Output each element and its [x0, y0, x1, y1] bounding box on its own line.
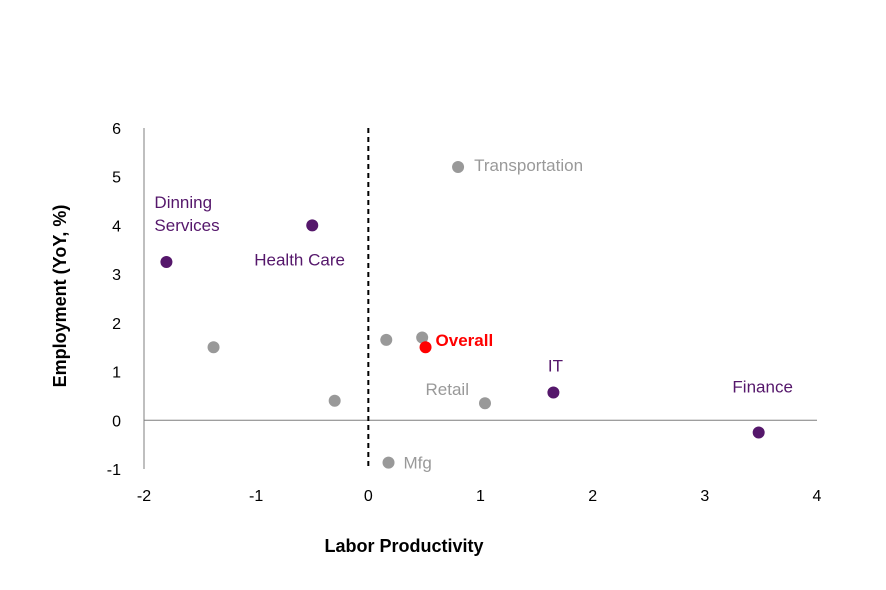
data-point	[382, 456, 395, 469]
x-tick-label: 4	[813, 488, 822, 505]
y-tick-label: 0	[112, 413, 121, 430]
point-labels: Transportation Health Care Dinning Services…	[154, 156, 792, 473]
data-point	[419, 341, 432, 354]
y-tick-label: 5	[112, 170, 121, 187]
data-point	[207, 341, 220, 354]
data-points	[160, 160, 765, 469]
x-tick-label: 1	[476, 488, 485, 505]
point-label: Health Care	[254, 250, 345, 269]
y-tick-label: 1	[112, 365, 121, 382]
data-point	[416, 331, 429, 344]
x-tick-label: 0	[364, 488, 373, 505]
point-label: Mfg	[404, 454, 432, 473]
data-point	[328, 394, 341, 407]
y-axis-title: Employment (YoY, %)	[50, 205, 70, 388]
data-point	[306, 219, 319, 232]
x-tick-label: -2	[137, 488, 151, 505]
x-tick-label: 3	[700, 488, 709, 505]
axes: -2 -1 0 1 2 3 4 6 5 4 3 2 1 0 -1	[107, 121, 822, 505]
y-tick-label: 2	[112, 316, 121, 333]
data-point	[380, 333, 393, 346]
x-tick-label: 2	[588, 488, 597, 505]
data-point	[547, 386, 560, 399]
y-tick-label: -1	[107, 462, 121, 479]
data-point	[478, 397, 491, 410]
point-label: Transportation	[474, 156, 583, 175]
point-label-line: Services	[154, 216, 219, 235]
y-tick-label: 6	[112, 121, 121, 138]
point-label: IT	[548, 357, 563, 376]
data-point	[160, 255, 173, 268]
data-point	[752, 426, 765, 439]
x-tick-label: -1	[249, 488, 263, 505]
point-label: Overall	[436, 331, 494, 350]
point-label: Retail	[426, 380, 469, 399]
point-label-line: Dinning	[154, 193, 212, 212]
y-tick-label: 4	[112, 218, 121, 235]
y-tick-label: 3	[112, 267, 121, 284]
point-label: Finance	[732, 377, 792, 396]
point-label: Dinning Services	[154, 193, 219, 235]
data-point	[452, 160, 465, 173]
x-axis-title: Labor Productivity	[324, 536, 483, 556]
